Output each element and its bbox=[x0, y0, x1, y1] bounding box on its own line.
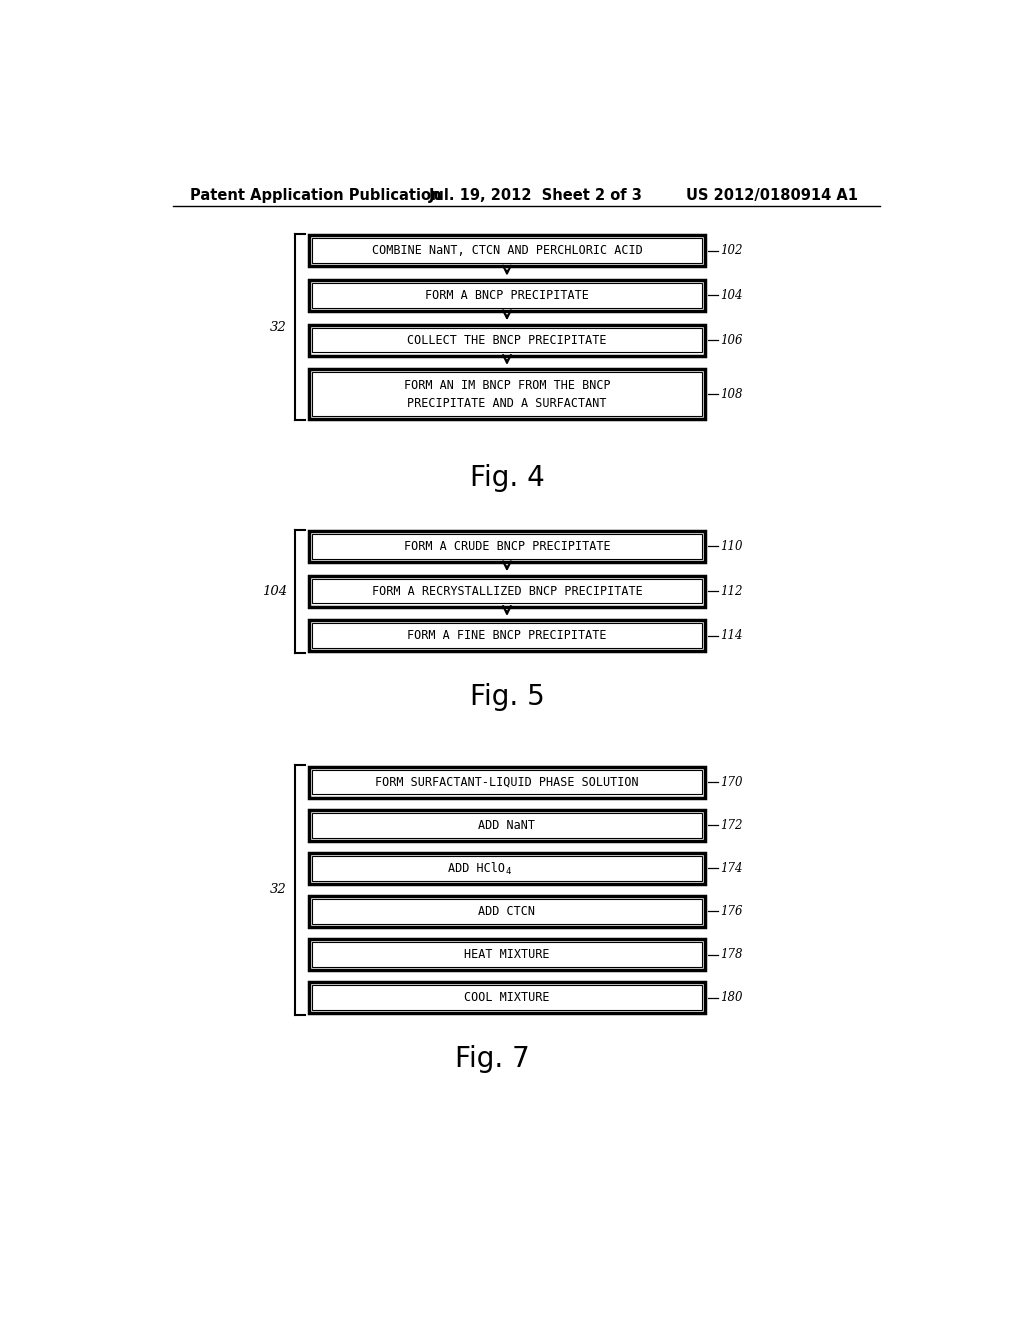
Text: ADD HClO: ADD HClO bbox=[449, 862, 506, 875]
Bar bbox=[311, 535, 702, 558]
Text: COLLECT THE BNCP PRECIPITATE: COLLECT THE BNCP PRECIPITATE bbox=[408, 334, 607, 347]
Text: ADD CTCN: ADD CTCN bbox=[478, 906, 536, 917]
Bar bbox=[308, 576, 706, 607]
Text: FORM A FINE BNCP PRECIPITATE: FORM A FINE BNCP PRECIPITATE bbox=[408, 630, 607, 643]
Bar bbox=[308, 853, 706, 884]
Text: FORM A CRUDE BNCP PRECIPITATE: FORM A CRUDE BNCP PRECIPITATE bbox=[403, 540, 610, 553]
Bar bbox=[308, 940, 706, 970]
Text: 174: 174 bbox=[720, 862, 742, 875]
Bar bbox=[311, 942, 702, 966]
Text: 104: 104 bbox=[720, 289, 742, 302]
Bar bbox=[311, 857, 702, 880]
Bar bbox=[308, 280, 706, 312]
Text: HEAT MIXTURE: HEAT MIXTURE bbox=[464, 948, 550, 961]
Bar bbox=[308, 810, 706, 841]
Text: FORM SURFACTANT-LIQUID PHASE SOLUTION: FORM SURFACTANT-LIQUID PHASE SOLUTION bbox=[375, 776, 639, 788]
Bar bbox=[311, 578, 702, 603]
Text: US 2012/0180914 A1: US 2012/0180914 A1 bbox=[686, 187, 858, 203]
Bar bbox=[308, 982, 706, 1014]
Bar bbox=[308, 767, 706, 797]
Text: 176: 176 bbox=[720, 906, 742, 917]
Text: 32: 32 bbox=[270, 883, 287, 896]
Text: ADD NaNT: ADD NaNT bbox=[478, 818, 536, 832]
Bar bbox=[311, 813, 702, 838]
Bar bbox=[308, 325, 706, 355]
Bar bbox=[311, 985, 702, 1010]
Bar bbox=[308, 531, 706, 562]
Bar bbox=[311, 899, 702, 924]
Text: COOL MIXTURE: COOL MIXTURE bbox=[464, 991, 550, 1005]
Bar bbox=[311, 623, 702, 648]
Bar bbox=[308, 370, 706, 418]
Bar bbox=[311, 372, 702, 416]
Bar bbox=[308, 620, 706, 651]
Text: 170: 170 bbox=[720, 776, 742, 788]
Text: 110: 110 bbox=[720, 540, 742, 553]
Text: Fig. 7: Fig. 7 bbox=[455, 1045, 529, 1073]
Text: 4: 4 bbox=[506, 866, 511, 875]
Text: 180: 180 bbox=[720, 991, 742, 1005]
Text: FORM AN IM BNCP FROM THE BNCP
PRECIPITATE AND A SURFACTANT: FORM AN IM BNCP FROM THE BNCP PRECIPITAT… bbox=[403, 379, 610, 409]
Text: 172: 172 bbox=[720, 818, 742, 832]
Bar bbox=[311, 284, 702, 308]
Text: 32: 32 bbox=[270, 321, 287, 334]
Text: FORM A RECRYSTALLIZED BNCP PRECIPITATE: FORM A RECRYSTALLIZED BNCP PRECIPITATE bbox=[372, 585, 642, 598]
Text: Jul. 19, 2012  Sheet 2 of 3: Jul. 19, 2012 Sheet 2 of 3 bbox=[429, 187, 643, 203]
Text: 104: 104 bbox=[262, 585, 287, 598]
Bar bbox=[308, 235, 706, 267]
Text: 106: 106 bbox=[720, 334, 742, 347]
Text: Patent Application Publication: Patent Application Publication bbox=[190, 187, 441, 203]
Text: FORM A BNCP PRECIPITATE: FORM A BNCP PRECIPITATE bbox=[425, 289, 589, 302]
Text: 114: 114 bbox=[720, 630, 742, 643]
Bar bbox=[311, 327, 702, 352]
Text: 102: 102 bbox=[720, 244, 742, 257]
Text: COMBINE NaNT, CTCN AND PERCHLORIC ACID: COMBINE NaNT, CTCN AND PERCHLORIC ACID bbox=[372, 244, 642, 257]
Text: 178: 178 bbox=[720, 948, 742, 961]
Text: Fig. 5: Fig. 5 bbox=[470, 684, 545, 711]
Bar bbox=[308, 896, 706, 927]
Text: 112: 112 bbox=[720, 585, 742, 598]
Bar bbox=[311, 770, 702, 795]
Text: 108: 108 bbox=[720, 388, 742, 400]
Bar bbox=[311, 239, 702, 263]
Text: Fig. 4: Fig. 4 bbox=[470, 463, 545, 492]
